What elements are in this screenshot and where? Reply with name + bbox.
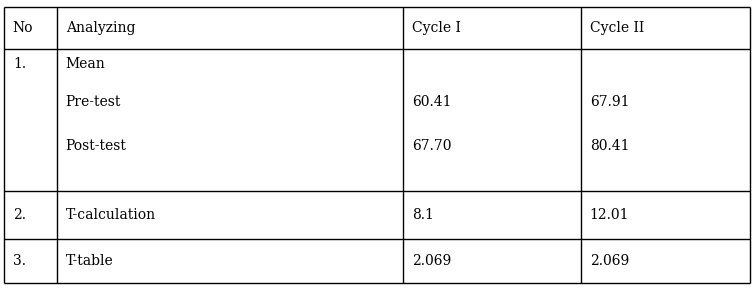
Text: 60.41: 60.41 <box>412 95 452 109</box>
Text: 2.069: 2.069 <box>412 254 452 268</box>
Text: Cycle II: Cycle II <box>590 21 644 35</box>
Text: 1.: 1. <box>13 57 26 70</box>
Text: T-calculation: T-calculation <box>66 208 156 222</box>
Text: 67.91: 67.91 <box>590 95 629 109</box>
Text: 3.: 3. <box>13 254 26 268</box>
Text: Analyzing: Analyzing <box>66 21 135 35</box>
Text: 67.70: 67.70 <box>412 139 452 153</box>
Text: No: No <box>13 21 33 35</box>
Text: 8.1: 8.1 <box>412 208 434 222</box>
Text: T-table: T-table <box>66 254 113 268</box>
Text: Post-test: Post-test <box>66 139 127 153</box>
Text: Pre-test: Pre-test <box>66 95 121 109</box>
Text: Cycle I: Cycle I <box>412 21 461 35</box>
Text: 2.069: 2.069 <box>590 254 629 268</box>
Text: 12.01: 12.01 <box>590 208 629 222</box>
Text: 80.41: 80.41 <box>590 139 629 153</box>
Text: 2.: 2. <box>13 208 26 222</box>
Text: Mean: Mean <box>66 57 106 70</box>
